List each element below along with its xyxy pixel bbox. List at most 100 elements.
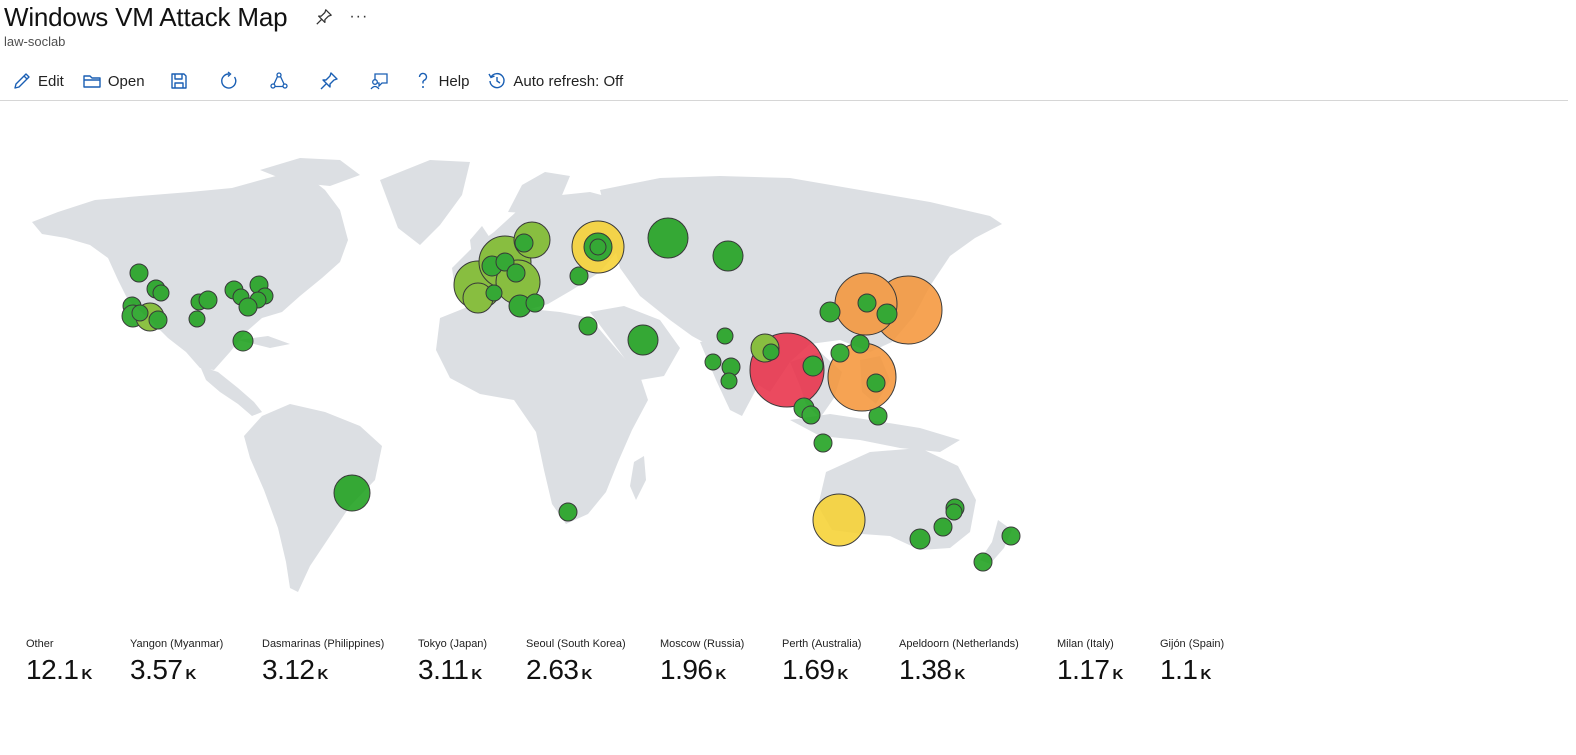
- open-label: Open: [107, 72, 145, 90]
- attack-bubble[interactable]: [578, 316, 598, 336]
- tile-tokyo[interactable]: Tokyo (Japan) 3.11 K: [418, 638, 487, 686]
- attack-bubble[interactable]: [857, 293, 877, 313]
- tile-unit: K: [185, 666, 197, 683]
- attack-bubble[interactable]: [589, 238, 607, 256]
- attack-bubble[interactable]: [712, 240, 744, 272]
- pin-icon[interactable]: [313, 6, 335, 28]
- edit-label: Edit: [38, 72, 64, 90]
- tile-value: 3.12: [262, 654, 315, 685]
- refresh-button[interactable]: [207, 66, 251, 96]
- more-options-button[interactable]: ···: [349, 8, 369, 25]
- tile-unit: K: [715, 666, 727, 683]
- world-map-svg[interactable]: [0, 110, 1576, 630]
- tile-value: 1.69: [782, 654, 835, 685]
- attack-bubble[interactable]: [704, 353, 722, 371]
- share-icon: [269, 72, 288, 89]
- tile-value: 2.63: [526, 654, 579, 685]
- attack-bubble[interactable]: [148, 310, 168, 330]
- top-locations-tiles: Other 12.1 K Yangon (Myanmar) 3.57 K Dasma…: [0, 638, 1576, 698]
- help-button[interactable]: Help: [407, 66, 476, 96]
- attack-bubble[interactable]: [762, 343, 780, 361]
- tile-milan[interactable]: Milan (Italy) 1.17 K: [1057, 638, 1123, 686]
- attack-bubble[interactable]: [131, 304, 149, 322]
- help-label: Help: [438, 72, 470, 90]
- feedback-button[interactable]: [357, 66, 401, 96]
- attack-bubble[interactable]: [801, 405, 821, 425]
- page-title: Windows VM Attack Map: [4, 1, 288, 32]
- tile-value: 1.17: [1057, 654, 1110, 685]
- tile-label: Dasmarinas (Philippines): [262, 638, 385, 650]
- open-folder-icon: [83, 75, 101, 88]
- tile-other[interactable]: Other 12.1 K: [26, 638, 92, 686]
- share-button[interactable]: [257, 66, 301, 96]
- attack-map[interactable]: [0, 110, 1576, 630]
- attack-bubble[interactable]: [933, 517, 953, 537]
- attack-bubble[interactable]: [188, 310, 206, 328]
- tile-unit: K: [954, 666, 966, 683]
- attack-bubble[interactable]: [866, 373, 886, 393]
- save-icon: [170, 73, 187, 89]
- tile-perth[interactable]: Perth (Australia) 1.69 K: [782, 638, 861, 686]
- attack-bubble[interactable]: [506, 263, 526, 283]
- refresh-icon: [220, 71, 237, 89]
- attack-bubble[interactable]: [850, 334, 870, 354]
- tile-label: Perth (Australia): [782, 638, 862, 650]
- tile-gijon[interactable]: Gijón (Spain) 1.1 K: [1160, 638, 1224, 686]
- edit-button[interactable]: Edit: [6, 66, 70, 96]
- tile-label: Yangon (Myanmar): [130, 638, 224, 650]
- tile-apeldoorn[interactable]: Apeldoorn (Netherlands) 1.38 K: [899, 638, 1019, 686]
- attack-bubble[interactable]: [802, 355, 824, 377]
- attack-bubbles[interactable]: [121, 217, 1021, 572]
- attack-bubble[interactable]: [152, 284, 170, 302]
- attack-bubble[interactable]: [129, 263, 149, 283]
- tile-seoul[interactable]: Seoul (South Korea) 2.63 K: [526, 638, 626, 686]
- attack-bubble[interactable]: [819, 301, 841, 323]
- attack-bubble[interactable]: [830, 343, 850, 363]
- tile-value: 1.1: [1160, 654, 1198, 685]
- attack-bubble[interactable]: [627, 324, 659, 356]
- attack-bubble[interactable]: [716, 327, 734, 345]
- title-row: Windows VM Attack Map ···: [4, 0, 368, 34]
- tile-label: Moscow (Russia): [660, 638, 745, 650]
- attack-bubble[interactable]: [813, 433, 833, 453]
- attack-bubble[interactable]: [909, 528, 931, 550]
- attack-bubble[interactable]: [514, 233, 534, 253]
- attack-bubble[interactable]: [876, 303, 898, 325]
- pin-icon: [320, 72, 338, 90]
- attack-bubble[interactable]: [720, 372, 738, 390]
- auto-refresh-button[interactable]: Auto refresh: Off: [481, 66, 629, 96]
- toolbar: Edit Open Help Auto refresh: Off: [0, 62, 1568, 101]
- tile-dasmarinas[interactable]: Dasmarinas (Philippines) 3.12 K: [262, 638, 384, 686]
- tile-value: 1.38: [899, 654, 952, 685]
- tile-moscow[interactable]: Moscow (Russia) 1.96 K: [660, 638, 744, 686]
- open-button[interactable]: Open: [76, 66, 151, 96]
- save-button[interactable]: [157, 66, 201, 96]
- tile-unit: K: [581, 666, 593, 683]
- tile-yangon[interactable]: Yangon (Myanmar) 3.57 K: [130, 638, 223, 686]
- tile-value: 1.96: [660, 654, 713, 685]
- attack-bubble[interactable]: [945, 503, 963, 521]
- help-icon: [418, 72, 427, 88]
- attack-bubble[interactable]: [525, 293, 545, 313]
- attack-bubble[interactable]: [198, 290, 218, 310]
- tile-label: Milan (Italy): [1057, 638, 1114, 650]
- attack-bubble[interactable]: [238, 297, 258, 317]
- feedback-icon: [370, 73, 388, 90]
- tile-label: Apeldoorn (Netherlands): [899, 638, 1019, 650]
- tile-label: Tokyo (Japan): [418, 638, 488, 650]
- tile-unit: K: [317, 666, 329, 683]
- attack-bubble[interactable]: [333, 474, 371, 512]
- attack-bubble[interactable]: [232, 330, 254, 352]
- attack-bubble[interactable]: [485, 284, 503, 302]
- attack-bubble[interactable]: [1001, 526, 1021, 546]
- attack-bubble[interactable]: [569, 266, 589, 286]
- edit-icon: [14, 73, 30, 89]
- attack-bubble[interactable]: [558, 502, 578, 522]
- tile-unit: K: [837, 666, 849, 683]
- tile-label: Gijón (Spain): [1160, 638, 1225, 650]
- attack-bubble[interactable]: [812, 493, 866, 547]
- attack-bubble[interactable]: [973, 552, 993, 572]
- tile-unit: K: [471, 666, 483, 683]
- pin-to-dashboard-button[interactable]: [307, 66, 351, 96]
- attack-bubble[interactable]: [647, 217, 689, 259]
